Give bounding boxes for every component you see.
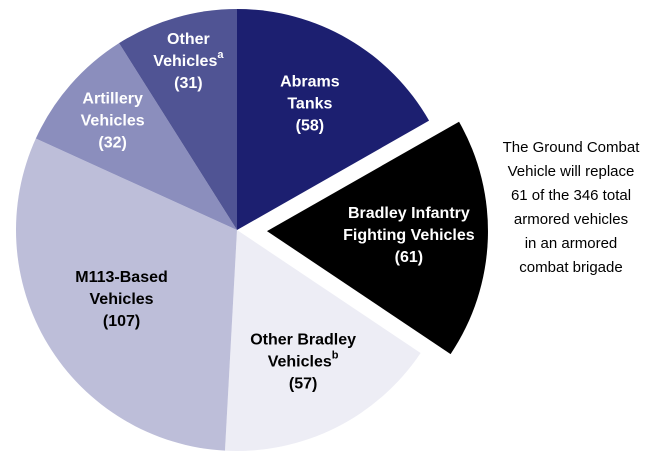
category-label: Abrams	[280, 74, 340, 91]
slice-label: Other Bradley Vehiclesb (57)	[250, 332, 356, 393]
slice-label: Artillery Vehicles (32)	[81, 91, 145, 152]
category-label: Artillery	[82, 91, 143, 108]
category-label: Vehicles	[81, 113, 145, 130]
annotation: combat brigade	[519, 259, 622, 276]
pie-slice	[224, 230, 421, 451]
slice-label: Other Vehiclesa (31)	[153, 31, 224, 92]
annotation: 61 of the 346 total	[511, 187, 631, 204]
slice-label: Bradley Infantry Fighting Vehicles (61)	[343, 205, 475, 266]
annotation: Vehicle will replace	[508, 163, 635, 180]
pie-slice	[237, 9, 430, 230]
footnote-marker: b	[332, 349, 339, 361]
category-label: Other Bradley	[250, 332, 356, 349]
category-label: Vehicles	[153, 53, 217, 70]
slice-label: Abrams Tanks (58)	[280, 74, 340, 135]
category-label: M113-Based	[75, 269, 168, 286]
value-label: (32)	[98, 135, 126, 152]
slice-label: M113-Based Vehicles (107)	[75, 269, 168, 330]
annotation: in an armored	[525, 235, 618, 252]
category-label: Vehicles	[268, 354, 332, 371]
value-label: (107)	[103, 313, 140, 330]
category-label: Bradley Infantry	[348, 205, 470, 222]
annotation: armored vehicles	[514, 211, 628, 228]
value-label: (61)	[395, 249, 423, 266]
value-label: (58)	[296, 118, 324, 135]
footnote-marker: a	[217, 49, 224, 61]
annotation: The Ground Combat	[503, 139, 641, 156]
pie-slice	[35, 43, 238, 230]
pie-slice	[119, 8, 237, 230]
category-label: Vehicles	[90, 291, 154, 308]
category-label: Other	[167, 31, 210, 48]
category-label: Tanks	[287, 96, 332, 113]
pie-slice	[15, 138, 237, 451]
value-label: (57)	[289, 376, 317, 393]
category-label: Fighting Vehicles	[343, 227, 475, 244]
value-label: (31)	[174, 75, 202, 92]
pie-slice	[266, 121, 488, 355]
